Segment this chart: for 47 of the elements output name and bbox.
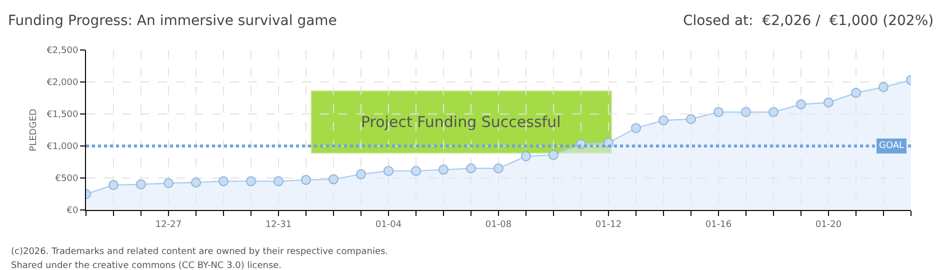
text: (c)2026. Trademarks and related content are owned by their respective companies. [11, 247, 388, 257]
y-tick-label: €0 [66, 206, 78, 216]
point [878, 82, 888, 92]
x-tick-label: 12-31 [265, 220, 292, 230]
point [851, 88, 861, 98]
y-axis-title: PLEDGED [29, 108, 40, 152]
point [191, 177, 201, 188]
point [246, 176, 256, 186]
point [384, 166, 394, 176]
point [768, 107, 778, 118]
point [274, 176, 284, 186]
point [548, 150, 558, 160]
point [686, 114, 696, 124]
y-tick-label: €2,500 [46, 46, 78, 56]
y-tick-label: €500 [55, 174, 78, 184]
chart-title: Funding Progress: An immersive survival game [8, 13, 337, 29]
point [824, 97, 834, 108]
chart-subtitle: Closed at: €2,026 / €1,000 (202%) [683, 13, 934, 29]
point [411, 166, 421, 176]
point [438, 164, 448, 175]
x-tick-label: 01-12 [595, 220, 622, 230]
point [741, 107, 751, 118]
point [136, 179, 146, 190]
point [301, 174, 311, 185]
point [328, 174, 338, 184]
ref-line-label: GOAL [879, 141, 904, 151]
x-tick-label: 01-04 [375, 220, 402, 230]
x-tick-label: 12-27 [155, 220, 182, 230]
point [356, 169, 366, 180]
y-tick-label: €1,500 [46, 110, 78, 120]
point [494, 163, 504, 174]
x-tick-label: 01-08 [485, 220, 512, 230]
x-tick-label: 01-16 [705, 220, 732, 230]
point [714, 107, 724, 118]
point [658, 115, 668, 126]
y-tick-label: €1,000 [46, 142, 78, 152]
annotation: Project Funding Successful [361, 113, 561, 131]
x-tick-label: 01-20 [815, 220, 842, 230]
point [631, 123, 641, 134]
point [218, 176, 228, 186]
text: Shared under the creative commons (CC BY-NC 3.0) license. [11, 261, 282, 270]
point [164, 178, 174, 188]
point [108, 180, 118, 190]
point [521, 151, 531, 162]
y-tick-label: €2,000 [46, 78, 78, 88]
point [796, 99, 806, 110]
point [466, 163, 476, 174]
